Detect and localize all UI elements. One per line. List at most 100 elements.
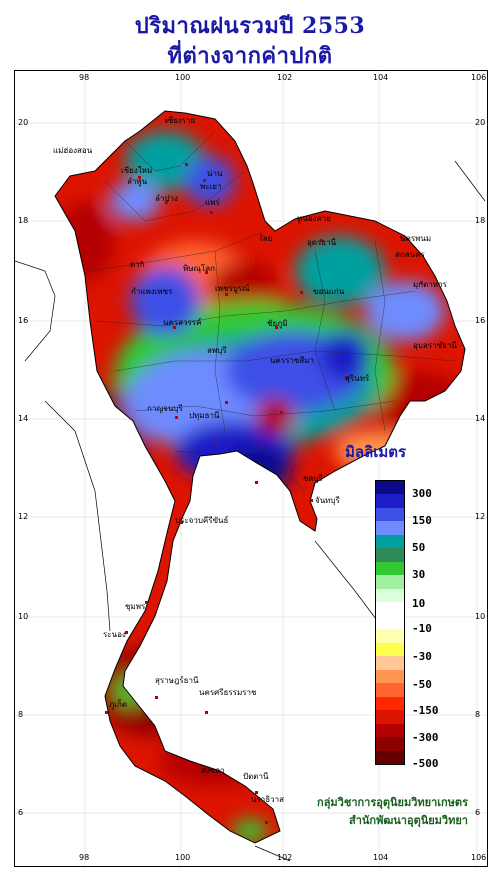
lat-tick: 18 <box>475 216 486 225</box>
map-title: ปริมาณฝนรวมปี 2553 <box>134 13 366 39</box>
lon-tick: 98 <box>79 853 90 862</box>
place-label: สงขลา <box>201 766 225 775</box>
lat-tick: 10 <box>18 612 29 621</box>
legend-swatch <box>376 602 404 617</box>
legend-label: -50 <box>412 678 432 691</box>
place-label: ชัยภูมิ <box>267 319 288 329</box>
legend-label: -150 <box>412 704 439 717</box>
place-label: นครราชสีมา <box>270 356 314 365</box>
lat-tick: 8 <box>18 710 24 719</box>
lat-tick: 18 <box>18 216 29 225</box>
lat-tick: 16 <box>475 316 486 325</box>
legend-label: 150 <box>412 514 432 527</box>
lat-tick: 6 <box>18 808 24 817</box>
lat-tick: 14 <box>18 414 29 423</box>
place-label: ชุมพร <box>125 602 146 611</box>
place-label: ประจวบคีรีขันธ์ <box>175 515 229 525</box>
place-label: ลำพูน <box>127 177 148 187</box>
place-label: พะเยา <box>200 182 221 191</box>
map-subtitle: ที่ต่างจากค่าปกติ <box>167 43 333 69</box>
lat-tick: 16 <box>18 316 29 325</box>
place-label: ชลบุรี <box>303 474 323 483</box>
legend-swatch <box>376 575 404 590</box>
lat-tick: 20 <box>475 118 486 127</box>
lon-tick: 106 <box>471 853 487 862</box>
place-label: เพชรบูรณ์ <box>215 283 250 294</box>
legend-label: 300 <box>412 487 432 500</box>
lon-tick: 100 <box>175 853 191 862</box>
place-label: แม่ฮ่องสอน <box>53 146 93 155</box>
legend-swatch <box>376 629 404 644</box>
place-label: ลพบุรี <box>207 346 227 355</box>
station-markers <box>105 119 443 824</box>
legend-swatch <box>376 737 404 752</box>
legend-label: -500 <box>412 757 439 770</box>
credit-line-1: กลุ่มวิชาการอุตุนิยมวิทยาเกษตร <box>317 796 468 809</box>
lat-tick: 12 <box>18 512 29 521</box>
place-label: ปทุมธานี <box>189 411 220 420</box>
place-label: อุดรธานี <box>307 238 337 247</box>
place-label: กาญจนบุรี <box>147 404 183 413</box>
place-label: ระนอง <box>103 630 126 639</box>
lon-tick: 100 <box>175 73 191 82</box>
legend-colorbar <box>375 480 405 765</box>
place-label: นราธิวาส <box>251 795 284 804</box>
place-label: หนองคาย <box>297 214 331 223</box>
place-label: นครสวรรค์ <box>163 317 201 327</box>
legend-label: 50 <box>412 541 426 554</box>
place-label: นครพนม <box>400 234 431 243</box>
legend-swatch <box>376 683 404 698</box>
legend-swatch <box>376 561 404 576</box>
lat-tick: 10 <box>475 612 486 621</box>
place-label: อุบลราชธานี <box>413 341 457 350</box>
place-label: ขอนแก่น <box>313 287 345 296</box>
place-label: จันทบุรี <box>315 496 341 505</box>
place-label: สกลนคร <box>395 250 425 259</box>
legend-swatch <box>376 534 404 549</box>
legend-swatch <box>376 494 404 509</box>
lon-tick: 98 <box>79 73 90 82</box>
legend-swatch <box>376 696 404 711</box>
lat-tick: 20 <box>18 118 29 127</box>
place-label: กำแพงเพชร <box>131 287 173 296</box>
place-label: แพร่ <box>205 198 220 207</box>
lat-tick: 14 <box>475 414 486 423</box>
legend-label: 10 <box>412 597 426 610</box>
legend-swatch <box>376 710 404 725</box>
lat-tick: 12 <box>475 512 486 521</box>
legend-swatch <box>376 669 404 684</box>
legend-label: 30 <box>412 568 426 581</box>
lon-tick: 102 <box>277 73 293 82</box>
place-label: สุราษฎร์ธานี <box>155 675 199 685</box>
place-label: มุกดาหาร <box>413 280 448 289</box>
legend-label: -30 <box>412 650 432 663</box>
place-label: ปัตตานี <box>243 772 269 781</box>
legend-swatch <box>376 481 404 495</box>
legend-swatch <box>376 723 404 738</box>
legend-swatch <box>376 642 404 657</box>
lon-tick: 104 <box>373 853 389 862</box>
legend-label: -10 <box>412 622 432 635</box>
map-frame: เชียงราย แม่ฮ่องสอน เชียงใหม่ ลำพูน พะเยา น่า… <box>14 70 488 867</box>
place-label: น่าน <box>207 169 223 178</box>
place-label: ลำปาง <box>155 194 178 203</box>
place-label: เชียงใหม่ <box>121 166 152 175</box>
legend-swatch <box>376 548 404 563</box>
lat-tick: 6 <box>475 808 481 817</box>
lon-tick: 102 <box>277 853 293 862</box>
legend-swatch <box>376 750 404 765</box>
legend-swatch <box>376 507 404 522</box>
place-label: ภูเก็ต <box>109 699 127 710</box>
credit-line-2: สำนักพัฒนาอุตุนิยมวิทยา <box>349 814 468 827</box>
lon-tick: 106 <box>471 73 487 82</box>
rainfall-field <box>55 111 465 843</box>
legend-swatch <box>376 615 404 630</box>
legend-label: -300 <box>412 731 439 744</box>
legend-swatch <box>376 588 404 603</box>
place-label: พิษณุโลก <box>183 263 215 273</box>
place-label: เลย <box>260 234 272 243</box>
place-label: สุรินทร์ <box>345 373 370 383</box>
lat-tick: 8 <box>475 710 481 719</box>
